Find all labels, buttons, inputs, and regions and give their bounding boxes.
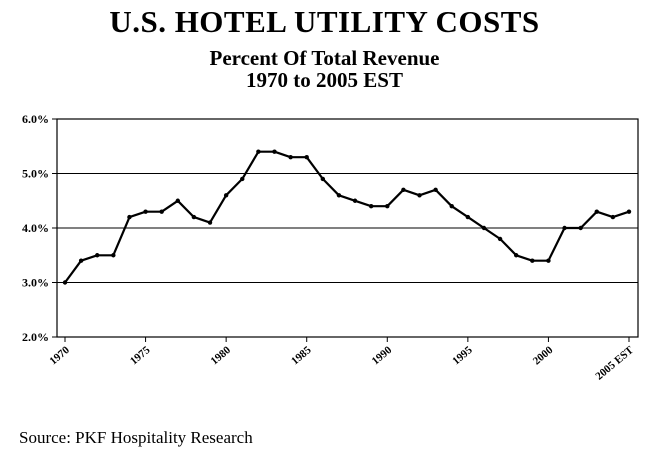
data-point (417, 193, 422, 198)
data-point (127, 214, 132, 220)
data-point (207, 220, 213, 225)
x-tick-label: 1995 (450, 344, 475, 368)
series-line (64, 150, 630, 284)
data-point (143, 209, 148, 214)
data-point (191, 214, 197, 220)
data-point (175, 198, 180, 203)
x-tick-label: 1985 (289, 344, 314, 368)
data-point (320, 176, 326, 182)
data-point (514, 253, 519, 258)
data-point (562, 225, 567, 231)
x-tick-label: 2000 (531, 344, 556, 368)
data-point (159, 209, 164, 214)
data-point (368, 204, 374, 209)
data-point (352, 198, 358, 203)
y-tick-label: 3.0% (22, 276, 49, 290)
source-note: Source: PKF Hospitality Research (19, 428, 253, 447)
data-point (481, 225, 487, 231)
data-point (594, 209, 599, 214)
data-point (288, 154, 293, 160)
x-tick-label: 1970 (47, 344, 72, 368)
data-point (78, 258, 84, 263)
x-tick-label: 1975 (128, 344, 153, 368)
y-tick-label: 4.0% (22, 221, 49, 235)
chart-subtitle-line-2: 1970 to 2005 EST (246, 68, 403, 92)
y-tick-label: 5.0% (22, 167, 49, 181)
x-tick-label: 2005 EST (593, 344, 636, 383)
data-point (449, 204, 454, 209)
data-point (62, 280, 68, 285)
data-point (111, 253, 116, 258)
data-point (95, 253, 100, 258)
data-point (223, 193, 229, 198)
data-point (497, 236, 503, 242)
data-point (304, 154, 309, 160)
y-tick-label: 6.0% (22, 112, 49, 126)
data-point (465, 214, 471, 220)
y-tick-label: 2.0% (22, 330, 49, 344)
x-tick-label: 1980 (209, 344, 234, 368)
data-point (240, 176, 245, 182)
data-point (546, 258, 551, 263)
data-point (401, 187, 406, 193)
chart-title: U.S. HOTEL UTILITY COSTS (109, 4, 540, 39)
data-point (578, 225, 583, 231)
data-point (530, 258, 535, 263)
data-point (610, 214, 616, 220)
chart-subtitle-line-1: Percent Of Total Revenue (209, 46, 440, 70)
x-tick-label: 1990 (370, 344, 395, 368)
data-point (433, 187, 438, 193)
data-point (336, 193, 342, 198)
data-point (272, 149, 277, 154)
data-point (385, 204, 390, 209)
data-point (256, 149, 261, 154)
data-point (626, 209, 632, 214)
